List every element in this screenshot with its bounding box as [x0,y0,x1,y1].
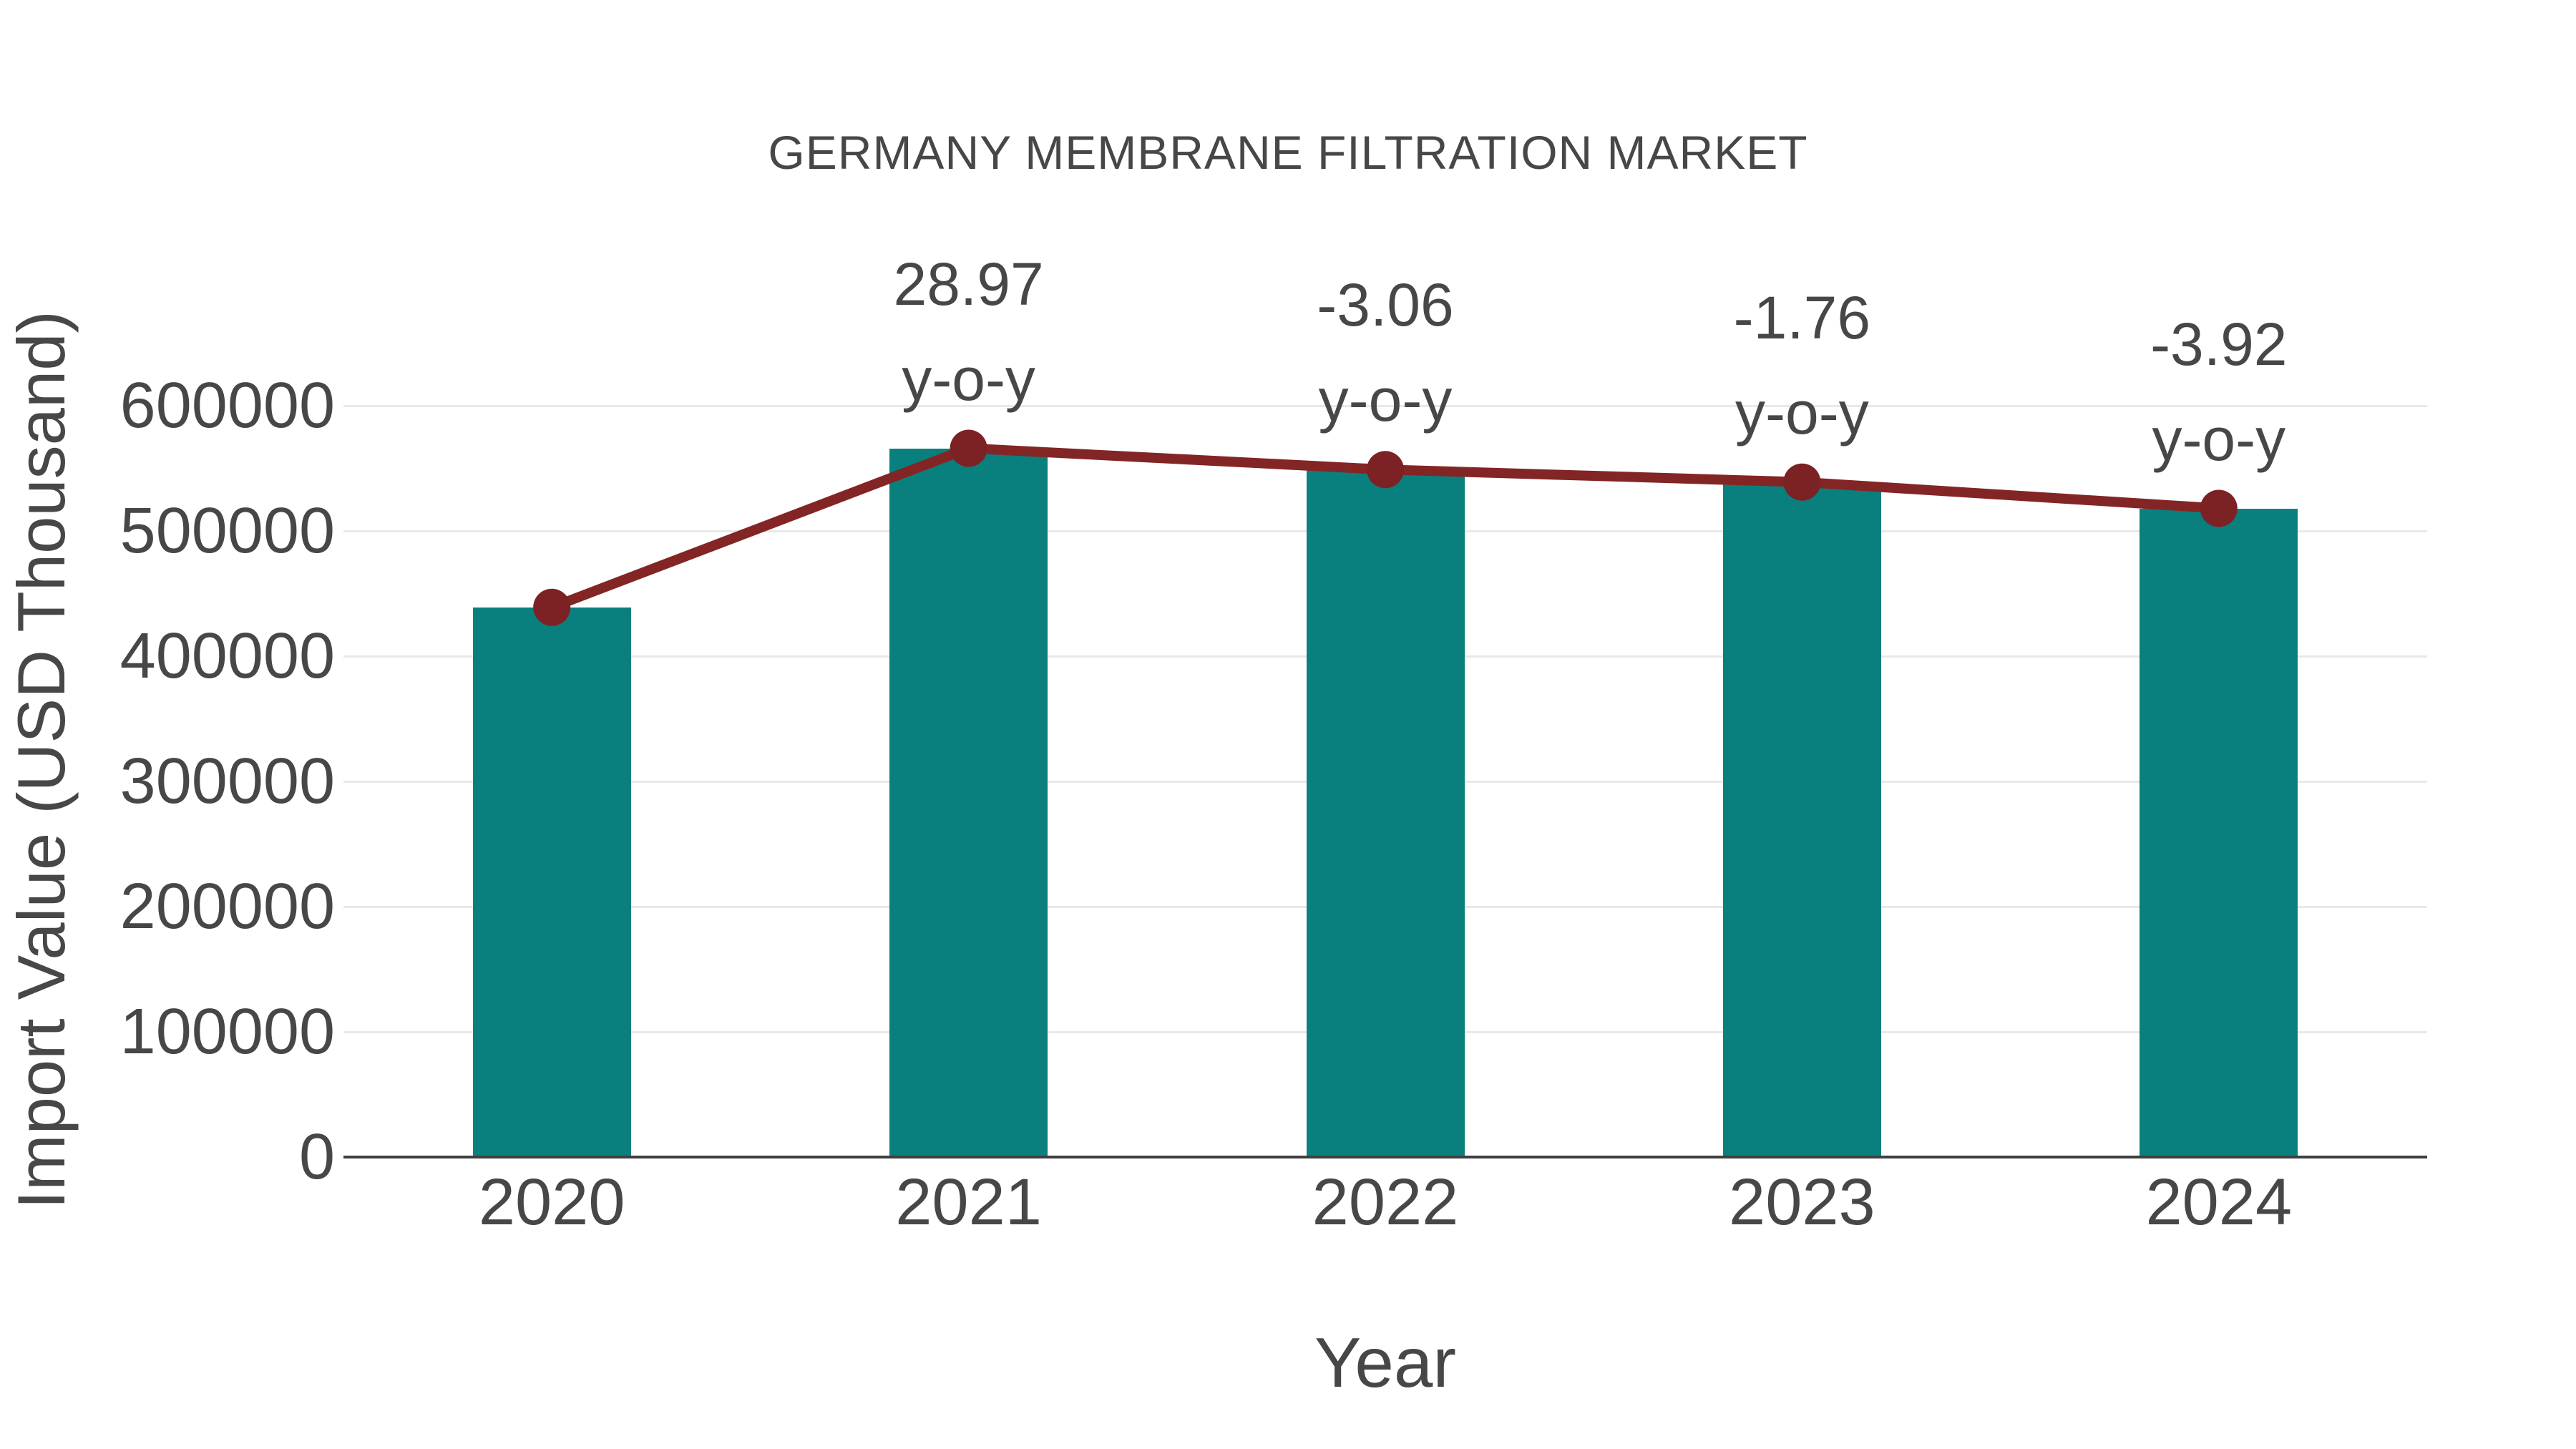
y-axis-title: Import Value (USD Thousand) [4,311,79,1209]
annotation-value: 28.97 [893,250,1044,318]
y-tick-label-200000: 200000 [119,871,335,942]
annotation-suffix: y-o-y [2152,405,2286,473]
x-tick-label-2022: 2022 [1312,1166,1459,1239]
y-tick-label-300000: 300000 [119,746,335,817]
bar-2024 [2140,508,2298,1157]
x-tick-label-2020: 2020 [478,1166,625,1239]
y-tick-label-600000: 600000 [119,370,335,441]
bar-2023 [1722,482,1881,1157]
annotation-suffix: y-o-y [1735,379,1869,447]
gridline-600000 [343,404,2427,407]
x-tick-label-2024: 2024 [2145,1166,2293,1239]
annotation-suffix: y-o-y [902,345,1035,413]
y-tick-label-500000: 500000 [119,495,335,567]
bar-2022 [1306,469,1465,1157]
annotation-2021: 28.97 y-o-y [893,237,1043,427]
annotation-value: -1.76 [1733,283,1871,351]
bar-2020 [472,607,631,1157]
y-tick-label-100000: 100000 [119,996,335,1068]
chart-title: GERMANY MEMBRANE FILTRATION MARKET [768,126,1808,179]
annotation-2022: -3.06 y-o-y [1317,258,1453,448]
bar-2021 [889,448,1048,1157]
annotation-2023: -1.76 y-o-y [1734,270,1870,461]
annotation-value: -3.92 [2150,310,2288,378]
y-tick-label-0: 0 [298,1121,335,1193]
annotation-suffix: y-o-y [1318,366,1453,434]
x-tick-label-2021: 2021 [895,1166,1042,1239]
annotation-value: -3.06 [1317,271,1454,339]
x-axis-line [343,1156,2427,1158]
y-tick-label-400000: 400000 [119,620,335,692]
x-tick-label-2023: 2023 [1729,1166,1875,1239]
x-axis-title: Year [1314,1323,1457,1402]
annotation-2024: -3.92 y-o-y [2150,297,2287,487]
